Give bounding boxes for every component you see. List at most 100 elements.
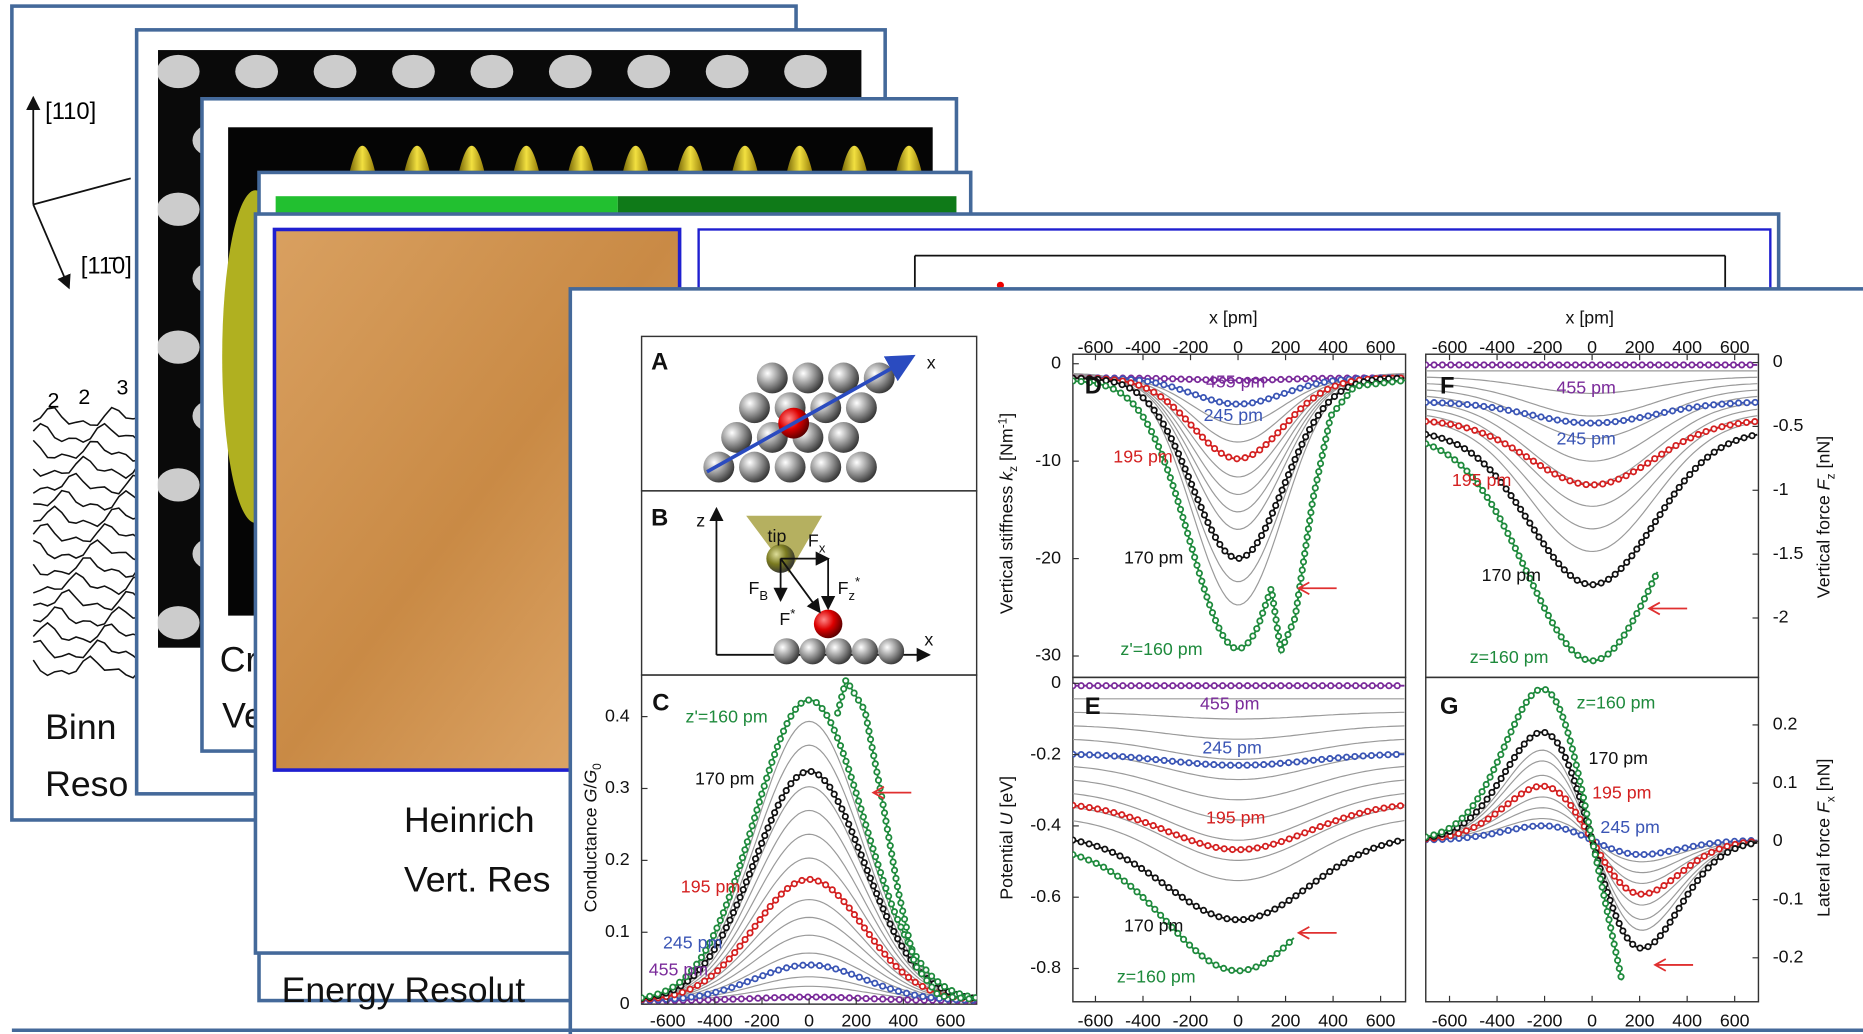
y-tick-label: -0.2 [1030, 743, 1061, 763]
x-tick-label: 600 [1720, 337, 1750, 357]
y-axis-title-part: [eV] [996, 776, 1016, 813]
x-tick-label: -600 [1078, 1011, 1114, 1031]
x-tick-label: 600 [1366, 1011, 1396, 1031]
y-tick-label: -0.6 [1030, 886, 1061, 906]
atom [739, 392, 770, 423]
y-axis-title-part: / [580, 784, 600, 789]
atom-blob [471, 55, 514, 88]
axis-label: x [927, 352, 936, 372]
atom [792, 363, 823, 394]
y-tick-label: -0.8 [1030, 957, 1061, 977]
panel-letter: A [651, 349, 668, 376]
x-tick-label: 0 [1233, 1011, 1243, 1031]
y-axis-title-part: Vertical stiffness [996, 481, 1016, 614]
y-axis-title-part: 0 [590, 763, 604, 770]
force-label-part: * [855, 574, 860, 589]
contour-label: 3 [116, 376, 128, 400]
y-tick-label: -30 [1035, 645, 1061, 665]
axis-label: [11̄0] [81, 252, 132, 279]
caption: Cr [220, 639, 258, 679]
y-tick-label: -1 [1773, 479, 1789, 499]
y-axis-title-part: z [1006, 466, 1020, 472]
screen: [110] [11̄0] 2 2 3 Binn Reso Cr Ve Energ… [0, 0, 1863, 1034]
curve-label: z=160 pm [1577, 692, 1656, 712]
atom [846, 392, 877, 423]
x-tick-label: -400 [1479, 337, 1515, 357]
y-tick-label: 0 [620, 993, 630, 1013]
curve-label: 455 pm [649, 960, 708, 980]
atom [810, 392, 841, 423]
curve-label: 195 pm [1452, 470, 1511, 490]
atom [739, 452, 770, 483]
atom-blob [627, 55, 670, 88]
tip-label: tip [768, 526, 787, 546]
body: { "slides": [ {"axis_labels": ["[110]", … [0, 0, 1863, 1034]
force-label-part: B [759, 588, 768, 603]
atom [810, 452, 841, 483]
x-tick-label: -400 [1125, 337, 1161, 357]
y-axis-title-part: F [1814, 478, 1834, 490]
y-axis-title-part: Conductance [580, 802, 600, 912]
y-axis-title: Potential U [eV] [996, 776, 1016, 900]
y-axis-title-part: Potential [996, 825, 1016, 899]
curve-label: 455 pm [1556, 377, 1615, 397]
atom [773, 638, 799, 664]
y-tick-label: -0.1 [1773, 888, 1804, 908]
curve-label: z=160 pm [1470, 647, 1549, 667]
force-label-part: F [838, 578, 849, 598]
y-tick-label: 0 [1051, 352, 1061, 372]
y-axis-title-part: [Nm [996, 428, 1016, 466]
x-tick-label: 200 [1625, 337, 1655, 357]
caption: Reso [45, 764, 128, 804]
atom-blob [706, 55, 749, 88]
y-axis-title-part: F [1814, 801, 1834, 813]
y-axis-title-part: k [996, 471, 1016, 481]
curve-label: 195 pm [1592, 783, 1651, 803]
x-tick-label: -400 [1479, 1011, 1515, 1031]
y-tick-label: 0.4 [605, 705, 630, 725]
atom [846, 452, 877, 483]
atom-blob [157, 606, 200, 639]
y-axis-title-part: z [1823, 473, 1837, 479]
atom [852, 638, 878, 664]
atom [800, 638, 826, 664]
atom-blob [157, 193, 200, 226]
y-axis-title-part: x [1823, 796, 1837, 802]
panel-letter: B [651, 504, 668, 531]
x-tick-label: -600 [1078, 337, 1114, 357]
atom-blob [157, 330, 200, 363]
curve-label: 170 pm [1124, 916, 1183, 936]
axis-label: x [924, 629, 933, 649]
x-tick-label: 600 [1720, 1011, 1750, 1031]
force-label-part: F [749, 578, 760, 598]
x-axis-title: x [pm] [1209, 307, 1257, 327]
x-tick-label: 600 [936, 1011, 966, 1031]
y-axis-title-part: [nN] [1814, 759, 1834, 797]
x-tick-label: 400 [1318, 1011, 1348, 1031]
atom-blob [235, 55, 278, 88]
x-tick-label: 200 [1625, 1011, 1655, 1031]
atom-blob [392, 55, 435, 88]
y-axis-title-part: ] [996, 413, 1016, 418]
curve-label: 245 pm [1202, 737, 1261, 757]
y-axis-title-part: G [580, 788, 600, 802]
x-tick-label: 400 [888, 1011, 918, 1031]
axis-label: [110] [45, 98, 96, 125]
atom-blob [157, 55, 200, 88]
substrate-atoms [773, 638, 904, 664]
x-tick-label: -200 [1527, 337, 1563, 357]
y-tick-label: -1.5 [1773, 543, 1804, 563]
atom-blob [549, 55, 592, 88]
y-axis-title-part: Vertical force [1814, 490, 1834, 598]
curve-label: 195 pm [681, 876, 740, 896]
atom [878, 638, 904, 664]
curve-label: 455 pm [1206, 371, 1265, 391]
caption: Binn [45, 707, 116, 747]
x-tick-label: 0 [1233, 337, 1243, 357]
panel-letter: E [1085, 693, 1101, 720]
atom-blob [157, 468, 200, 501]
curve-label: 170 pm [695, 768, 754, 788]
curve-label: z=160 pm [1117, 967, 1196, 987]
adatom [814, 610, 843, 639]
atom [828, 422, 859, 453]
